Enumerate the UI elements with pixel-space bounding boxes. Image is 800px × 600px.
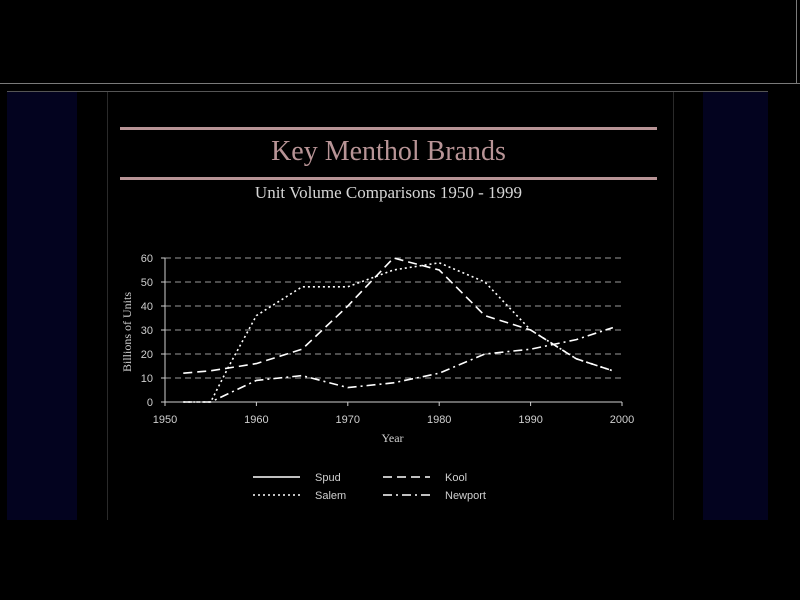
window-top-border — [0, 83, 800, 84]
slide-subtitle: Unit Volume Comparisons 1950 - 1999 — [254, 183, 523, 202]
y-tick-label: 10 — [141, 373, 153, 385]
legend-label-kool: Kool — [445, 472, 467, 484]
title-rule-bottom — [120, 177, 657, 180]
legend-label-newport: Newport — [445, 490, 486, 502]
y-tick-label: 50 — [141, 277, 153, 289]
window-right-border — [796, 0, 797, 84]
series-line-newport — [183, 326, 614, 403]
y-tick-label: 20 — [141, 349, 153, 361]
left-side-panel — [7, 92, 77, 520]
y-tick-label: 60 — [141, 253, 153, 265]
series-line-kool — [183, 257, 614, 374]
slide-left-guide — [107, 92, 108, 520]
legend-label-salem: Salem — [315, 490, 346, 502]
title-rule-top — [120, 127, 657, 130]
x-tick-label: 2000 — [610, 414, 634, 426]
x-tick-label: 1950 — [153, 414, 177, 426]
x-tick-label: 1990 — [518, 414, 542, 426]
slide-right-guide — [673, 92, 674, 520]
y-axis-title: Billions of Units — [120, 292, 134, 372]
x-tick-label: 1960 — [244, 414, 268, 426]
x-tick-label: 1980 — [427, 414, 451, 426]
legend-label-spud: Spud — [315, 472, 341, 484]
x-axis-title: Year — [381, 431, 403, 445]
y-tick-label: 40 — [141, 301, 153, 313]
x-tick-label: 1970 — [336, 414, 360, 426]
slide-title: Key Menthol Brands — [271, 136, 506, 167]
y-tick-label: 0 — [147, 397, 153, 409]
slide-top-border — [7, 91, 768, 92]
series-line-salem — [183, 261, 614, 403]
right-side-panel — [703, 92, 768, 520]
y-tick-label: 30 — [141, 325, 153, 337]
